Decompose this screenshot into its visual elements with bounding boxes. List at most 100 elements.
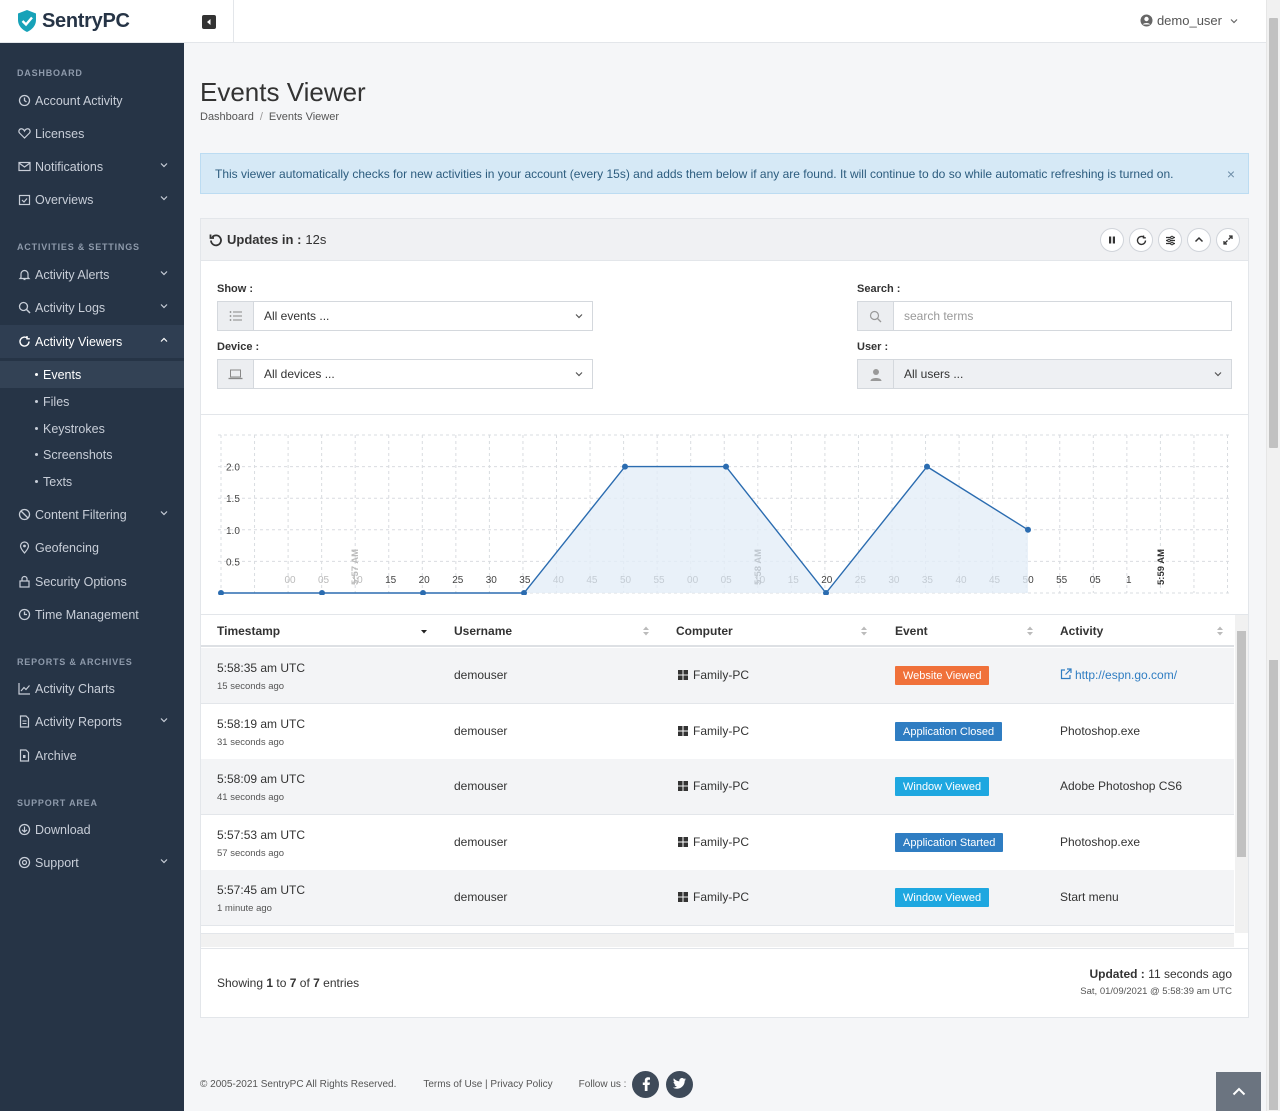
- facebook-icon[interactable]: [632, 1070, 660, 1098]
- reload-button[interactable]: [1129, 228, 1153, 252]
- scroll-to-top-button[interactable]: [1216, 1072, 1261, 1111]
- activity-link[interactable]: http://espn.go.com/: [1060, 668, 1177, 682]
- sidebar-item-activity-charts[interactable]: Activity Charts: [0, 672, 184, 705]
- alert-close-button[interactable]: ×: [1226, 166, 1235, 182]
- sidebar-subitem-screenshots[interactable]: Screenshots: [0, 441, 184, 468]
- follow-label: Follow us :: [578, 1078, 627, 1090]
- user-label: User :: [857, 341, 889, 353]
- logo[interactable]: SentryPC: [0, 0, 184, 43]
- col-event[interactable]: Event: [895, 624, 928, 638]
- filter-divider: [201, 414, 1248, 415]
- x-tick-label: 50: [1023, 575, 1035, 586]
- device-select[interactable]: All devices ...: [217, 359, 593, 389]
- sidebar-item-download[interactable]: Download: [0, 813, 184, 846]
- user-select[interactable]: All users ...: [857, 359, 1232, 389]
- privacy-link[interactable]: Privacy Policy: [490, 1078, 553, 1090]
- panel-tools: [1100, 228, 1240, 252]
- sidebar-item-time-management[interactable]: Time Management: [0, 598, 184, 631]
- sidebar-item-activity-alerts[interactable]: Activity Alerts: [0, 258, 184, 291]
- breadcrumb-current: Events Viewer: [268, 111, 339, 123]
- page-scrollbar[interactable]: [1266, 0, 1280, 1111]
- fullscreen-button[interactable]: [1216, 228, 1240, 252]
- twitter-icon[interactable]: [666, 1070, 694, 1098]
- copyright: © 2005-2021 SentryPC All Rights Reserved…: [200, 1078, 397, 1090]
- computer-name: Family-PC: [693, 835, 749, 849]
- sidebar-subitem-events[interactable]: Events: [0, 361, 184, 388]
- sidebar-sublabel: Screenshots: [43, 447, 113, 462]
- sidebar-subitem-files[interactable]: Files: [0, 388, 184, 415]
- settings-button[interactable]: [1158, 228, 1182, 252]
- chevron-down-icon: [575, 314, 583, 319]
- col-computer[interactable]: Computer: [676, 624, 733, 638]
- sort-icon[interactable]: [860, 625, 868, 637]
- sidebar-item-security-options[interactable]: Security Options: [0, 565, 184, 598]
- scrollbar-thumb[interactable]: [1269, 18, 1278, 448]
- pause-button[interactable]: [1100, 228, 1124, 252]
- sidebar-item-overviews[interactable]: Overviews: [0, 183, 184, 216]
- table-row[interactable]: 5:58:19 am UTC 31 seconds ago demouser F…: [201, 704, 1234, 760]
- col-timestamp[interactable]: Timestamp: [217, 624, 281, 638]
- activity-text: Photoshop.exe: [1060, 835, 1141, 849]
- sidebar-subitem-keystrokes[interactable]: Keystrokes: [0, 415, 184, 442]
- breadcrumb-dashboard[interactable]: Dashboard: [200, 111, 254, 123]
- col-activity[interactable]: Activity: [1060, 624, 1104, 638]
- table-footer-divider: [201, 948, 1248, 949]
- sidebar-label: Security Options: [35, 574, 127, 589]
- caret-left-icon: [201, 14, 216, 29]
- windows-icon: [678, 892, 688, 902]
- y-tick-label: 1.0: [226, 526, 240, 537]
- sort-icon[interactable]: [642, 625, 650, 637]
- scrollbar-thumb[interactable]: [1237, 631, 1246, 857]
- sidebar-item-activity-logs[interactable]: Activity Logs: [0, 291, 184, 324]
- table-row[interactable]: 5:57:45 am UTC 1 minute ago demouser Fam…: [201, 870, 1234, 926]
- sort-desc-icon[interactable]: [420, 625, 428, 637]
- search-input[interactable]: search terms: [857, 301, 1232, 331]
- sidebar-item-geofencing[interactable]: Geofencing: [0, 531, 184, 564]
- sidebar-item-activity-viewers[interactable]: Activity Viewers: [0, 325, 184, 358]
- updated-label: Updated :: [1089, 967, 1145, 981]
- activity-url: http://espn.go.com/: [1075, 668, 1178, 682]
- user-menu[interactable]: demo_user: [1140, 13, 1238, 28]
- sidebar-subitem-texts[interactable]: Texts: [0, 468, 184, 495]
- search-icon: [858, 302, 894, 330]
- computer-name: Family-PC: [693, 779, 749, 793]
- sidebar-item-archive[interactable]: Archive: [0, 739, 184, 772]
- sidebar-item-account-activity[interactable]: Account Activity: [0, 84, 184, 117]
- sidebar-item-notifications[interactable]: Notifications: [0, 150, 184, 183]
- table-horizontal-scrollbar[interactable]: [201, 933, 1234, 947]
- sort-icon[interactable]: [1216, 625, 1224, 637]
- show-select[interactable]: All events ...: [217, 301, 593, 331]
- x-tick-label: 35: [519, 575, 531, 586]
- sort-icon[interactable]: [1026, 625, 1034, 637]
- sidebar-label: Activity Charts: [35, 681, 115, 696]
- sidebar-item-activity-reports[interactable]: Activity Reports: [0, 705, 184, 738]
- bullet-icon: [35, 400, 38, 403]
- scrollbar-thumb-lower[interactable]: [1269, 660, 1278, 1110]
- ban-icon: [18, 508, 31, 521]
- collapse-panel-button[interactable]: [1187, 228, 1211, 252]
- computer-name: Family-PC: [693, 724, 749, 738]
- chevron-down-icon: [160, 859, 168, 864]
- table-row[interactable]: 5:58:09 am UTC 41 seconds ago demouser F…: [201, 759, 1234, 815]
- sidebar-label: Account Activity: [35, 93, 123, 108]
- x-tick-label: 55: [1056, 575, 1068, 586]
- row-time: 5:57:53 am UTC: [217, 828, 306, 842]
- table-row[interactable]: 5:58:35 am UTC 15 seconds ago demouser F…: [201, 648, 1234, 704]
- sidebar-item-content-filtering[interactable]: Content Filtering: [0, 498, 184, 531]
- list-icon: [218, 302, 254, 330]
- row-time: 5:58:19 am UTC: [217, 717, 306, 731]
- windows-icon: [678, 670, 688, 680]
- sidebar: SentryPC DASHBOARD Account Activity Lice…: [0, 0, 184, 1111]
- sidebar-item-support[interactable]: Support: [0, 846, 184, 879]
- section-activities-settings: ACTIVITIES & SETTINGS: [17, 242, 140, 252]
- terms-link[interactable]: Terms of Use: [423, 1078, 483, 1090]
- sidebar-item-licenses[interactable]: Licenses: [0, 117, 184, 150]
- data-point: [319, 590, 325, 595]
- table-vertical-scrollbar[interactable]: [1235, 615, 1248, 933]
- table-row[interactable]: 5:57:53 am UTC 57 seconds ago demouser F…: [201, 815, 1234, 871]
- series-area: [221, 466, 1028, 593]
- sidebar-toggle-button[interactable]: [184, 0, 234, 43]
- search-icon: [18, 301, 31, 314]
- col-username[interactable]: Username: [454, 624, 513, 638]
- user-icon: [858, 360, 894, 388]
